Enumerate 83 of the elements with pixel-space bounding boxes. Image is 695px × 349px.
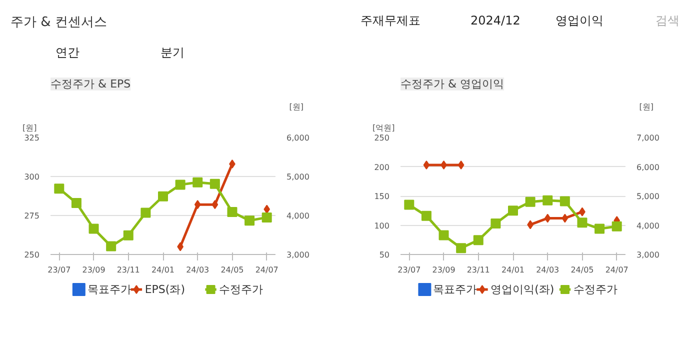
point [175,180,186,190]
x-tick-label: 24/03 [536,266,560,274]
point [542,195,553,206]
point [123,230,134,240]
x-tick-label: 24/01 [501,266,525,274]
y-tick-label: 325 [24,134,40,142]
text: 영업이익 [556,14,604,28]
text: 분기 [160,46,184,60]
point [158,191,168,202]
text: 2024/12 [470,14,520,28]
point [140,208,151,218]
point [458,160,464,170]
x-tick-label: 23/07 [398,266,421,274]
point [562,214,568,223]
y-tick-label: 50 [379,250,390,260]
legend-label: 영업이익(좌) [490,283,554,296]
y-axis-title: [원] [22,124,37,132]
x-tick-label: 23/11 [466,266,490,274]
point [594,224,605,234]
text: 연간 [56,46,80,60]
point [71,198,82,208]
point [194,200,201,210]
y2-tick-label: 4,000 [286,212,310,220]
y-tick-label: 150 [374,192,390,201]
point [456,243,466,254]
y2-tick-label: 6,000 [286,134,310,142]
y2-axis-title: [원] [289,102,304,112]
point [577,218,588,228]
y2-tick-label: 7,000 [636,134,660,142]
point [212,200,218,210]
chart-title: 수정주가 & EPS [50,78,131,90]
point [106,241,116,252]
y2-tick-label: 5,000 [286,172,310,182]
point [438,230,449,240]
y2-tick-label: 5,000 [636,192,660,201]
point [421,210,432,221]
legend-label: 수정주가 [573,283,618,296]
point [508,206,518,216]
point [88,224,99,234]
point [404,200,414,210]
y-tick-label: 250 [24,250,40,260]
y2-tick-label: 6,000 [636,162,660,172]
y2-tick-label: 3,000 [286,250,310,260]
x-tick-label: 24/05 [220,266,244,274]
point [227,206,238,217]
legend-label: EPS(좌) [144,283,186,296]
y2-tick-label: 4,000 [636,221,660,230]
point [192,177,203,188]
point [560,196,570,206]
x-tick-label: 23/11 [116,266,140,274]
x-tick-label: 24/03 [186,266,210,274]
y-tick-label: 200 [374,162,390,172]
y-tick-label: 300 [24,172,40,182]
x-tick-label: 23/09 [82,266,106,274]
point [525,196,536,207]
point [612,221,622,232]
x-tick-label: 24/07 [255,266,278,274]
point [262,212,272,222]
text: 검색 [656,14,680,28]
legend-label: 목표주가 [87,283,132,296]
x-tick-label: 23/09 [432,266,456,274]
point [490,218,501,228]
y2-tick-label: 3,000 [636,250,660,260]
legend-label: 목표주가 [433,283,478,296]
y-tick-label: 275 [24,212,40,220]
text: 주재무제표 [360,14,420,28]
point [423,160,430,170]
chart-title: 수정주가 & 영업이익 [400,78,504,90]
y-tick-label: 250 [374,134,390,142]
text: 주가 & 컨센서스 [10,15,107,30]
y-axis-title: [억원] [372,124,395,132]
point [544,214,551,223]
y-tick-label: 100 [374,221,390,230]
x-tick-label: 24/01 [151,266,175,274]
x-tick-label: 24/05 [570,266,594,274]
legend-label: 수정주가 [219,283,264,296]
point [54,184,64,194]
point [210,178,220,189]
point [244,216,255,226]
x-tick-label: 23/07 [48,266,71,274]
y2-axis-title: [원] [639,102,654,112]
point [473,235,484,246]
x-tick-label: 24/07 [605,266,628,274]
